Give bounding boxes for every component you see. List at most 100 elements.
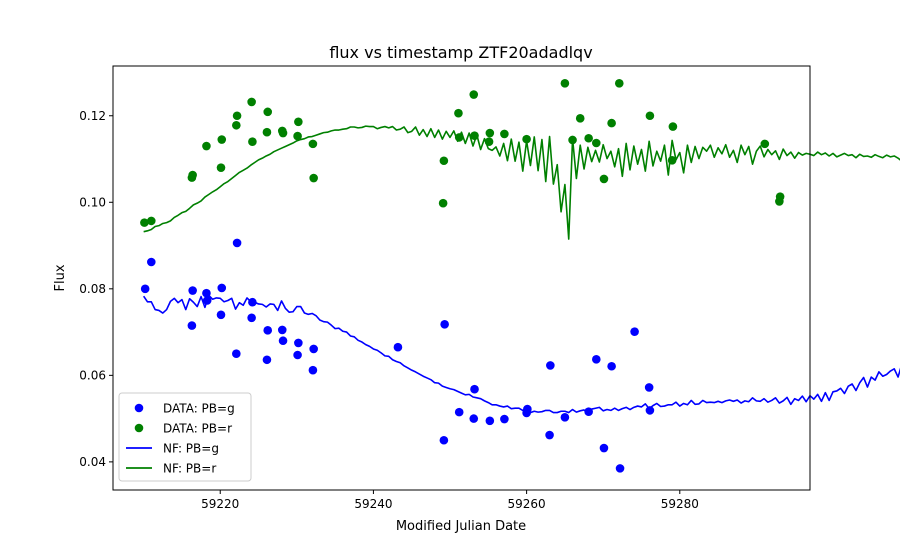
data-point	[147, 216, 156, 226]
axes: 59220 59240 59260 59280 0.04 0.06 0.08 0.10 0.12	[79, 65, 811, 511]
data-point	[217, 283, 227, 293]
data-point	[308, 139, 318, 149]
data-point	[607, 361, 616, 371]
x-tick-label: 59240	[354, 497, 392, 511]
data-point	[147, 257, 156, 267]
data-point	[309, 173, 318, 183]
data-point	[247, 313, 256, 323]
data-point	[485, 128, 495, 138]
legend: DATA: PB=g DATA: PB=r NF: PB=g NF: PB=r	[118, 392, 252, 482]
data-point	[232, 120, 241, 130]
data-point	[188, 286, 197, 295]
data-point	[232, 238, 242, 248]
data-point	[216, 310, 226, 320]
data-point	[308, 365, 318, 375]
y-tick-label: 0.12	[79, 109, 106, 123]
data-point	[278, 336, 288, 346]
data-point	[500, 414, 509, 424]
chart-title: flux vs timestamp ZTF20adadlqv	[329, 43, 592, 62]
data-point	[592, 355, 601, 364]
data-point	[469, 90, 479, 99]
data-point	[470, 384, 479, 394]
data-point	[584, 407, 593, 416]
data-point	[309, 344, 318, 354]
series-line-2	[143, 125, 900, 240]
data-point	[440, 319, 449, 329]
data-point	[607, 118, 616, 128]
data-point	[294, 338, 303, 348]
data-point	[232, 111, 242, 121]
data-point	[599, 443, 609, 453]
data-point	[439, 435, 449, 445]
data-point	[247, 97, 256, 107]
data-point	[615, 464, 625, 473]
x-tick-label: 59260	[508, 497, 546, 511]
axes-frame	[112, 65, 811, 491]
y-tick-label: 0.04	[79, 455, 106, 469]
data-point	[775, 192, 785, 201]
x-axis-label: Modified Julian Date	[396, 519, 526, 534]
data-point	[470, 131, 479, 140]
data-point	[263, 107, 273, 117]
data-point	[262, 355, 272, 365]
data-point	[393, 342, 403, 352]
data-point	[140, 284, 150, 294]
y-tick-label: 0.08	[79, 282, 106, 296]
legend-box	[118, 392, 252, 482]
data-point	[188, 170, 197, 180]
data-point	[454, 407, 464, 417]
data-point	[568, 135, 577, 145]
data-point	[454, 133, 464, 142]
data-point	[293, 131, 302, 141]
data-point	[645, 406, 655, 415]
y-axis-label: Flux	[53, 264, 68, 291]
data-point	[248, 297, 257, 307]
data-point	[248, 137, 257, 147]
x-tick-label: 59280	[661, 497, 699, 511]
data-point	[560, 79, 570, 88]
data-point	[469, 414, 479, 423]
data-point	[140, 218, 149, 227]
data-point	[645, 111, 655, 121]
data-point	[454, 108, 463, 118]
data-point	[278, 128, 288, 138]
data-point	[294, 117, 303, 127]
data-point	[667, 156, 677, 165]
data-point	[202, 296, 212, 305]
data-point	[216, 163, 226, 172]
y-tick-label: 0.06	[79, 368, 106, 382]
data-point	[599, 174, 609, 184]
data-point	[485, 416, 495, 426]
data-point	[760, 139, 770, 149]
data-point	[644, 383, 654, 392]
y-tick-label: 0.10	[79, 195, 106, 209]
data-point	[575, 114, 585, 123]
data-point	[500, 129, 509, 139]
data-point	[202, 141, 211, 151]
data-point	[232, 349, 241, 359]
data-point	[630, 327, 639, 336]
data-point	[484, 137, 494, 147]
data-point	[545, 430, 554, 440]
data-point	[263, 326, 273, 335]
data-point	[438, 198, 448, 208]
data-point	[584, 133, 593, 143]
data-point	[560, 413, 570, 422]
legend-label: NF: PB=r	[163, 462, 216, 476]
plot-area	[140, 79, 900, 473]
data-point	[217, 135, 227, 144]
legend-label: DATA: PB=g	[163, 402, 235, 416]
legend-label: DATA: PB=r	[163, 422, 232, 436]
data-point	[439, 156, 449, 166]
data-point	[614, 79, 624, 88]
legend-marker	[134, 403, 144, 413]
data-point	[523, 404, 532, 414]
data-point	[668, 122, 678, 131]
data-point	[522, 134, 531, 144]
legend-marker	[134, 423, 144, 433]
x-tick-label: 59220	[201, 497, 239, 511]
data-point	[262, 127, 272, 137]
data-point	[202, 288, 211, 298]
data-point	[592, 138, 601, 148]
